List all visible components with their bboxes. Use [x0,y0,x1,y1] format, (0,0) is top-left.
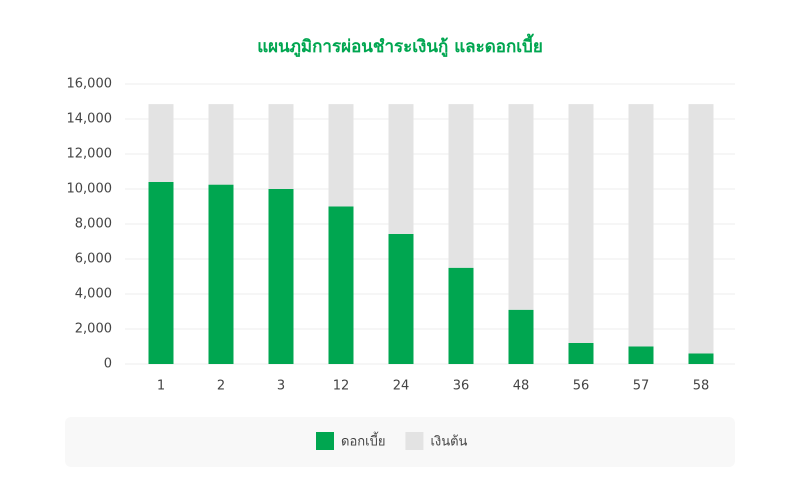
x-tick-label: 2 [217,379,225,394]
bar-segment [148,182,174,364]
bar-segment [568,343,594,364]
bar-segment [628,104,654,347]
y-tick-label: 12,000 [67,147,113,162]
bar-segment [388,233,414,364]
legend-box [65,417,735,467]
bar-segment [148,104,174,182]
x-tick-label: 12 [333,379,350,394]
legend-swatch [316,432,334,450]
y-tick-label: 8,000 [75,217,112,232]
bar-segment [208,104,234,185]
legend-label: เงินต้น [430,435,467,450]
x-tick-label: 24 [393,379,410,394]
bar-segment [508,309,534,364]
bar-segment [688,353,714,364]
y-tick-label: 16,000 [67,77,113,92]
x-tick-label: 1 [157,379,165,394]
y-tick-label: 14,000 [67,112,113,127]
y-tick-label: 6,000 [75,252,112,267]
bar-segment [268,104,294,189]
y-tick-label: 0 [104,357,112,372]
x-tick-label: 36 [453,379,470,394]
legend-swatch [405,432,424,450]
x-tick-label: 58 [693,379,710,394]
bar-segment [268,189,294,364]
bar-segment [688,104,714,354]
legend-label: ดอกเบี้ย [341,432,385,450]
bar-segment [628,346,654,364]
bar-segment [448,104,474,268]
x-tick-label: 3 [277,379,285,394]
bar-segment [328,104,354,207]
bar-segment [508,104,534,310]
y-tick-label: 2,000 [75,322,112,337]
x-tick-label: 56 [573,379,590,394]
chart-title: แผนภูมิการผ่อนชำระเงินกู้ และดอกเบี้ย [257,33,543,58]
y-tick-label: 4,000 [75,287,112,302]
bar-segment [388,104,414,234]
bar-segment [208,184,234,364]
bar-segment [328,206,354,364]
bar-segment [448,267,474,364]
x-tick-label: 57 [633,379,650,394]
x-tick-label: 48 [513,379,530,394]
bar-segment [568,104,594,343]
y-tick-label: 10,000 [67,182,113,197]
